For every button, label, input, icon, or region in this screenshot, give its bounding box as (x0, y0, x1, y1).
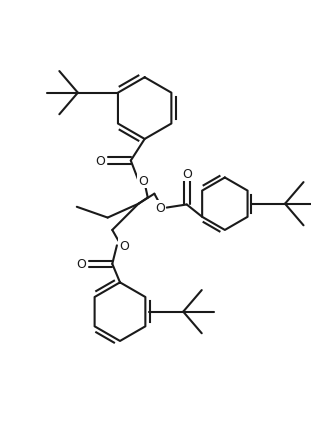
Text: O: O (138, 175, 148, 187)
Text: O: O (182, 168, 192, 181)
Text: O: O (77, 258, 86, 271)
Text: O: O (155, 202, 165, 215)
Text: O: O (95, 155, 105, 168)
Text: O: O (120, 239, 130, 252)
